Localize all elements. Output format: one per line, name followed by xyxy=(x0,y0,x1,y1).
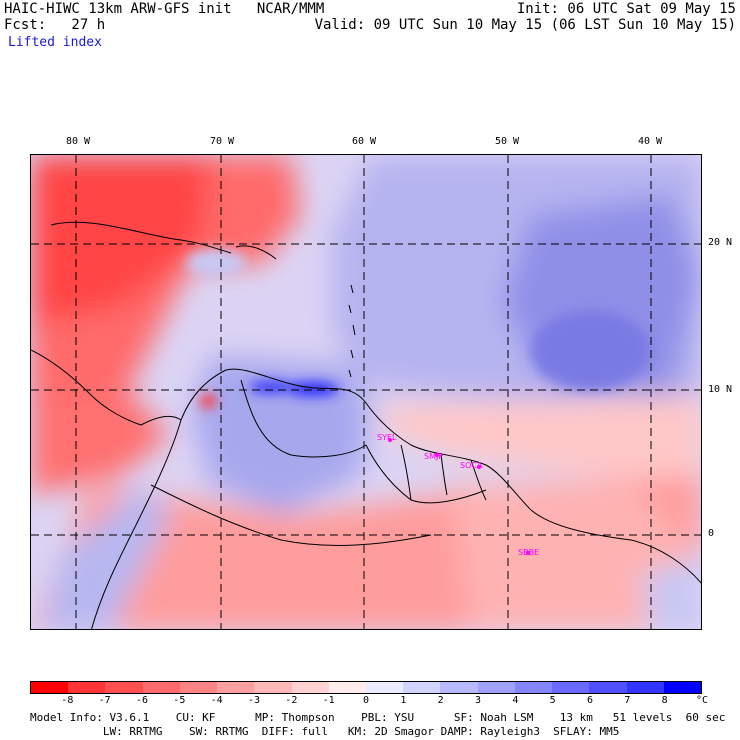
colorbar-swatch xyxy=(179,682,218,693)
colorbar-swatch xyxy=(514,682,553,693)
coastlines xyxy=(31,221,701,629)
colorbar-swatch xyxy=(552,682,590,693)
lon-label: 70 W xyxy=(210,136,235,147)
colorbar-labels: -8 -7 -6 -5 -4 -3 -2 -1 0 1 2 3 4 5 6 7 8 xyxy=(30,695,702,707)
colorbar-label: -2 xyxy=(285,695,298,706)
lat-label: 10 N xyxy=(708,384,733,395)
station-dot xyxy=(526,551,530,555)
station-dot xyxy=(388,438,392,442)
lon-label: 50 W xyxy=(495,136,520,147)
lon-label: 40 W xyxy=(638,136,663,147)
station-label: SBBE xyxy=(518,548,540,557)
colorbar-label: -6 xyxy=(135,695,149,706)
colorbar-swatch xyxy=(365,682,404,693)
colorbar-label: 6 xyxy=(586,695,594,706)
colorbar-swatch xyxy=(254,682,292,693)
latlon-grid xyxy=(31,155,701,629)
colorbar-label: 1 xyxy=(400,695,407,706)
colorbar-swatch xyxy=(328,682,366,693)
colorbar-label: -8 xyxy=(61,695,74,706)
station-dot xyxy=(477,465,481,469)
colorbar-swatch xyxy=(403,682,441,693)
colorbar-unit: °C xyxy=(696,695,709,706)
station-label: SMJP xyxy=(424,452,444,461)
colorbar-swatch xyxy=(68,682,106,693)
colorbar-label: 4 xyxy=(512,695,519,706)
colorbar-swatch xyxy=(440,682,478,693)
colorbar-label: -7 xyxy=(98,695,111,706)
station-label: SOCA xyxy=(460,461,483,470)
colorbar-label: -1 xyxy=(322,695,335,706)
colorbar-swatch xyxy=(477,682,515,693)
lon-label: 60 W xyxy=(352,136,377,147)
station-label: SYEL xyxy=(377,433,397,442)
colorbar xyxy=(30,681,702,694)
model-info-line1: Model Info: V3.6.1 CU: KF MP: Thompson P… xyxy=(30,711,726,724)
lifted-index-map: SYEL SMJP SOCA SBBE xyxy=(30,154,702,630)
colorbar-swatch xyxy=(626,682,664,693)
colorbar-swatch xyxy=(217,682,255,693)
field-name: Lifted index xyxy=(8,35,102,50)
colorbar-swatch xyxy=(142,682,180,693)
colorbar-swatch xyxy=(589,682,627,693)
lon-label: 80 W xyxy=(66,136,91,147)
colorbar-label: 5 xyxy=(549,695,556,706)
station-dot xyxy=(435,453,439,457)
colorbar-label: 7 xyxy=(624,695,631,706)
colorbar-label: -5 xyxy=(173,695,186,706)
lat-label: 20 N xyxy=(708,237,733,248)
field-details xyxy=(186,249,651,408)
colorbar-swatch xyxy=(105,682,143,693)
colorbar-swatch xyxy=(31,682,69,693)
forecast-hour: Fcst: 27 h xyxy=(4,17,106,33)
colorbar-swatch xyxy=(663,682,701,693)
model-title: HAIC-HIWC 13km ARW-GFS init NCAR/MMM xyxy=(4,1,325,17)
station-markers xyxy=(388,438,530,555)
colorbar-label: 3 xyxy=(474,695,482,706)
colorbar-label: 2 xyxy=(437,695,444,706)
map-canvas xyxy=(31,155,701,629)
lat-label: 0 xyxy=(708,528,715,539)
colorbar-label: 0 xyxy=(362,695,370,706)
colorbar-label: -4 xyxy=(210,695,223,706)
colorbar-label: 8 xyxy=(661,695,668,706)
init-time: Init: 06 UTC Sat 09 May 15 xyxy=(516,1,736,17)
valid-time: Valid: 09 UTC Sun 10 May 15 (06 LST Sun … xyxy=(314,17,736,33)
colorbar-swatch xyxy=(291,682,329,693)
colorbar-label: -3 xyxy=(247,695,261,706)
model-info-line2: LW: RRTMG SW: RRTMG DIFF: full KM: 2D Sm… xyxy=(30,725,620,738)
